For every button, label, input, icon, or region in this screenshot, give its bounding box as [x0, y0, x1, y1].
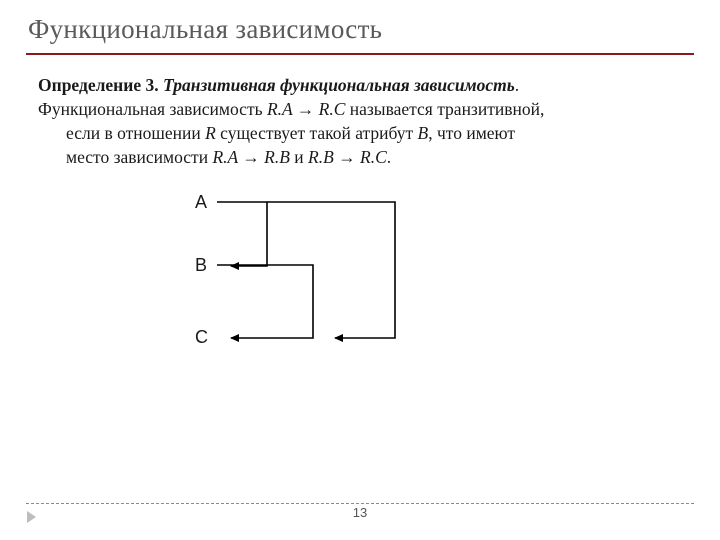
def-l4-end: .: [387, 147, 391, 167]
def-l4-e2: R.B → R.C: [308, 147, 387, 167]
def-l3-post: , что имеют: [428, 123, 515, 143]
arrows-svg: [195, 184, 525, 384]
definition-period: .: [515, 75, 519, 95]
def-l2-post: называется транзитивной,: [345, 99, 544, 119]
def-l3-R: R: [205, 123, 216, 143]
definition-term: Транзитивная функциональная зависимость: [163, 75, 515, 95]
page-number: 13: [0, 505, 720, 520]
def-l4-mid: и: [290, 147, 308, 167]
def-l3-mid: существует такой атрибут: [216, 123, 418, 143]
path-B-to-C: [217, 265, 313, 338]
def-l4-pre: место зависимости: [66, 147, 212, 167]
definition-line-2: Функциональная зависимость R.A → R.C наз…: [38, 97, 682, 121]
def-l3-pre: если в отношении: [66, 123, 205, 143]
def-l2-expr: R.A → R.C: [267, 99, 345, 119]
footer-dashed-line: [26, 503, 694, 504]
slide-title: Функциональная зависимость: [0, 0, 720, 53]
definition-line-4: место зависимости R.A → R.B и R.B → R.C.: [38, 145, 682, 169]
definition-block: Определение 3. Транзитивная функциональн…: [0, 55, 720, 384]
play-icon: [27, 511, 36, 523]
def-l3-B: B: [418, 123, 429, 143]
transitive-diagram: A B C: [195, 184, 525, 384]
definition-line-1: Определение 3. Транзитивная функциональн…: [38, 73, 682, 97]
definition-line-3: если в отношении R существует такой атри…: [38, 121, 682, 145]
def-l4-e1: R.A → R.B: [212, 147, 289, 167]
path-A-to-C: [267, 202, 395, 338]
path-A-to-B: [217, 202, 267, 266]
def-l2-pre: Функциональная зависимость: [38, 99, 267, 119]
definition-label: Определение 3.: [38, 75, 159, 95]
